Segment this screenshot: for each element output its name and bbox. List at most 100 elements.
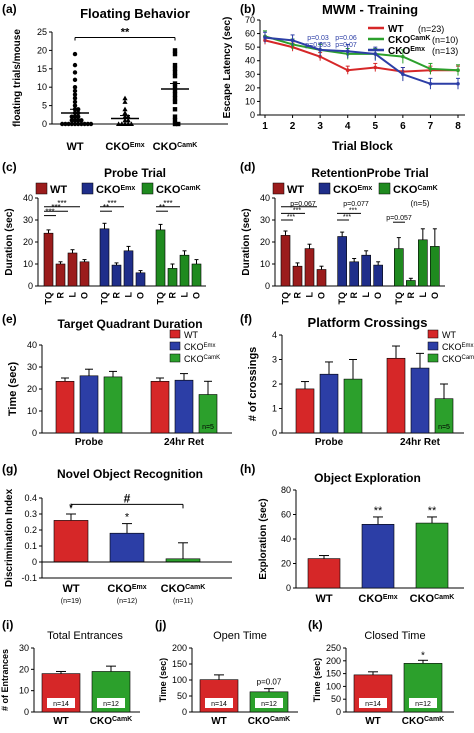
legend-label-b: CKOCamK [388,35,430,47]
x-tick-label-c: O [192,292,202,299]
data-point-a [76,121,81,127]
y-label-k: Time (sec) [312,658,322,702]
sig-label-d: *** [343,214,351,221]
data-point-a [172,48,178,53]
data-point-a [76,114,81,119]
y-tick-label-j: 0 [182,707,187,717]
data-point-a [72,77,78,83]
n-box-i [97,698,125,708]
y-tick-label-c: 0 [28,281,33,291]
x-tick-label-c: O [80,292,90,299]
x-tick-label-b: 3 [317,121,323,132]
legend-label-e: CKOEmx [184,342,216,352]
bar-c [99,228,110,287]
legend-label-f: CKOCamK [442,354,474,364]
y-tick-label-g: 0.3 [24,509,37,519]
data-point-a [172,66,178,71]
y-tick-label-h: 60 [281,510,291,520]
chart-title-g: Novel Object Recognition [56,467,203,481]
x-tick-label-h: CKOEmx [358,593,397,605]
y-tick-label-k: 150 [326,669,341,679]
y-tick-label-d: 40 [260,193,270,203]
y-tick-label-i: 10 [19,686,29,696]
data-point-a [85,121,91,127]
y-tick-label-j: 100 [172,675,187,685]
n-label-g: (n=11) [173,598,193,605]
x-tick-label-d: L [418,292,428,298]
series-line-b [264,35,459,72]
legend-swatch-f [427,353,439,363]
data-point-a [72,92,78,97]
bar-f [343,378,363,434]
y-tick-label-i: 20 [19,664,29,674]
star-label-h: ** [374,505,383,517]
data-point-b [428,67,433,71]
y-tick-label-g: 0.2 [24,525,37,535]
bar-d [430,246,440,287]
y-tick-label-i: 30 [19,643,29,653]
y-label-i: # of Entrances [0,649,10,711]
y-tick-label-a: 5 [42,101,47,111]
bar-f [386,357,406,434]
y-tick-label-b: 40 [245,56,255,66]
y-tick-label-d: 20 [260,237,270,247]
x-tick-label-b: 8 [455,121,461,132]
sig-label-g: # [124,491,131,505]
x-tick-label-a: CKOCamK [153,141,198,153]
x-tick-label-h: CKOCamK [410,593,455,605]
x-tick-label-b: 6 [400,121,406,132]
n-box-j [255,698,283,708]
star-label-g: * [125,512,130,524]
data-point-a [172,121,178,127]
star-label-k: * [421,650,425,661]
n-label-i: n=14 [53,701,69,708]
panel-label-e: (e) [2,312,17,326]
legend-label-c: CKOEmx [96,184,135,196]
data-point-a [72,85,78,90]
x-tick-label-e: 24hr Ret [164,437,205,448]
y-tick-label-f: 2 [272,379,277,389]
y-label-b: Escape Latency (sec) [222,17,233,119]
panel-label-k: (k) [308,618,323,632]
y-tick-label-e: 40 [27,340,37,350]
bar-d [292,265,303,287]
y-tick-label-h: 20 [281,559,291,569]
sig-label-c: *** [57,199,66,208]
sig-label-c: *** [45,208,54,217]
bar-c [43,232,54,287]
data-point-a [79,118,84,123]
sig-label-d: *** [287,214,295,221]
legend-n-b: (n=23) [418,24,444,34]
data-point-b [373,52,378,56]
note-d: (n=5) [411,199,430,208]
data-point-a [122,95,128,101]
x-tick-label-c: R [112,292,122,299]
y-label-g: Discrimination Index [4,488,15,587]
data-point-b [456,68,460,73]
n-label-k: n=12 [415,701,431,708]
data-point-b [401,72,405,77]
legend-label-d: WT [287,184,304,196]
p-label-j: p=0.07 [257,678,282,687]
chart-title-b: MWM - Training [321,2,419,17]
sig-label-c: *** [163,199,172,208]
bar-d [361,254,371,287]
x-tick-label-c: R [168,292,178,299]
data-point-b [290,38,295,43]
panel-label-i: (i) [2,618,14,632]
data-point-a [88,121,94,127]
n-label-g: (n=19) [61,598,81,605]
x-tick-label-h: WT [315,593,332,605]
x-tick-label-c: TQ [44,292,54,305]
y-label-e: Time (sec) [7,362,19,417]
y-tick-label-k: 250 [326,643,341,653]
x-tick-label-b: 1 [262,121,268,132]
series-line-b [264,36,458,85]
y-tick-label-d: 0 [265,281,270,291]
y-tick-label-a: 10 [37,82,47,92]
legend-swatch-e [169,341,181,351]
data-point-a [72,99,78,105]
y-tick-label-i: 0 [24,707,29,717]
p-label-b: p=0.07 [335,42,357,49]
sig-label-c: *** [51,203,60,212]
